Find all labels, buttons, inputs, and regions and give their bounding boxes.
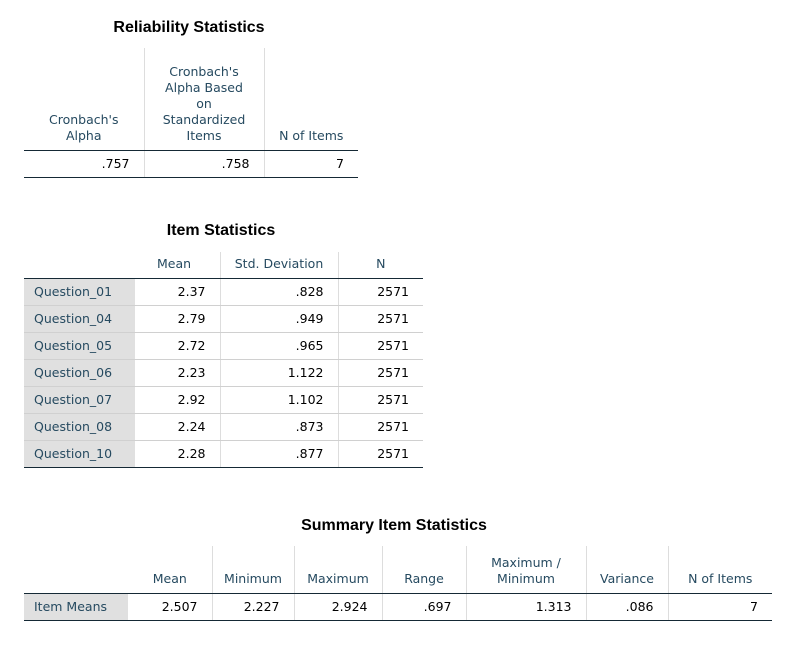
item-stats-title: Item Statistics <box>166 222 276 239</box>
header-range: Range <box>381 546 466 594</box>
item-stats-table: Mean Std. Deviation N Question_01 2.37 .… <box>24 252 423 468</box>
reliability-table: Cronbach's Alpha Cronbach's Alpha Based o… <box>24 48 358 178</box>
table-row: Question_01 2.37 .828 2571 <box>24 278 423 306</box>
table-row: Question_07 2.92 1.102 2571 <box>24 386 423 414</box>
value-n-of-items: 7 <box>263 150 358 178</box>
cell-n: 2571 <box>337 278 423 306</box>
value-alpha: .757 <box>24 150 144 178</box>
table-row: Question_08 2.24 .873 2571 <box>24 413 423 441</box>
cell-mean: 2.507 <box>128 593 212 621</box>
table-row: Item Means 2.507 2.227 2.924 .697 1.313 … <box>24 593 772 621</box>
row-label: Question_10 <box>24 440 135 468</box>
cell-n: 2571 <box>337 332 423 360</box>
cell-n-of-items: 7 <box>667 593 772 621</box>
cell-n: 2571 <box>337 305 423 333</box>
row-label: Question_04 <box>24 305 135 333</box>
value-alpha-standardized: .758 <box>143 150 264 178</box>
row-label: Question_08 <box>24 413 135 441</box>
summary-title: Summary Item Statistics <box>301 517 487 534</box>
cell-mean: 2.24 <box>135 413 220 441</box>
cell-sd: .873 <box>219 413 338 441</box>
cell-n: 2571 <box>337 413 423 441</box>
table-row: Question_04 2.79 .949 2571 <box>24 305 423 333</box>
header-alpha-standardized: Cronbach's Alpha Based on Standardized I… <box>143 48 264 151</box>
table-row: Question_06 2.23 1.122 2571 <box>24 359 423 387</box>
row-label: Item Means <box>24 593 128 621</box>
header-maximum: Maximum <box>293 546 382 594</box>
table-row: Question_10 2.28 .877 2571 <box>24 440 423 468</box>
cell-sd: .877 <box>219 440 338 468</box>
row-label: Question_05 <box>24 332 135 360</box>
cell-mean: 2.23 <box>135 359 220 387</box>
cell-minimum: 2.227 <box>211 593 294 621</box>
header-mean: Mean <box>135 252 220 279</box>
header-n-of-items: N of Items <box>263 48 358 151</box>
cell-sd: 1.122 <box>219 359 338 387</box>
cell-max-min-ratio: 1.313 <box>465 593 586 621</box>
header-variance: Variance <box>585 546 668 594</box>
header-std-deviation: Std. Deviation <box>219 252 338 279</box>
cell-mean: 2.72 <box>135 332 220 360</box>
cell-n: 2571 <box>337 359 423 387</box>
header-n: N <box>337 252 423 279</box>
row-label: Question_01 <box>24 278 135 306</box>
header-blank <box>24 252 135 279</box>
cell-sd: 1.102 <box>219 386 338 414</box>
summary-table: Mean Minimum Maximum Range Maximum / Mini… <box>24 546 772 621</box>
cell-mean: 2.92 <box>135 386 220 414</box>
cell-n: 2571 <box>337 440 423 468</box>
row-label: Question_07 <box>24 386 135 414</box>
reliability-title: Reliability Statistics <box>113 19 265 36</box>
table-row: Question_05 2.72 .965 2571 <box>24 332 423 360</box>
cell-mean: 2.79 <box>135 305 220 333</box>
cell-sd: .828 <box>219 278 338 306</box>
cell-mean: 2.28 <box>135 440 220 468</box>
header-max-min-ratio: Maximum / Minimum <box>465 546 586 594</box>
cell-maximum: 2.924 <box>293 593 382 621</box>
cell-variance: .086 <box>585 593 668 621</box>
cell-sd: .949 <box>219 305 338 333</box>
cell-n: 2571 <box>337 386 423 414</box>
row-label: Question_06 <box>24 359 135 387</box>
cell-range: .697 <box>381 593 466 621</box>
header-n-of-items: N of Items <box>667 546 772 594</box>
cell-sd: .965 <box>219 332 338 360</box>
header-mean: Mean <box>128 546 212 594</box>
header-blank <box>24 546 128 594</box>
cell-mean: 2.37 <box>135 278 220 306</box>
header-alpha: Cronbach's Alpha <box>24 48 144 151</box>
header-minimum: Minimum <box>211 546 294 594</box>
